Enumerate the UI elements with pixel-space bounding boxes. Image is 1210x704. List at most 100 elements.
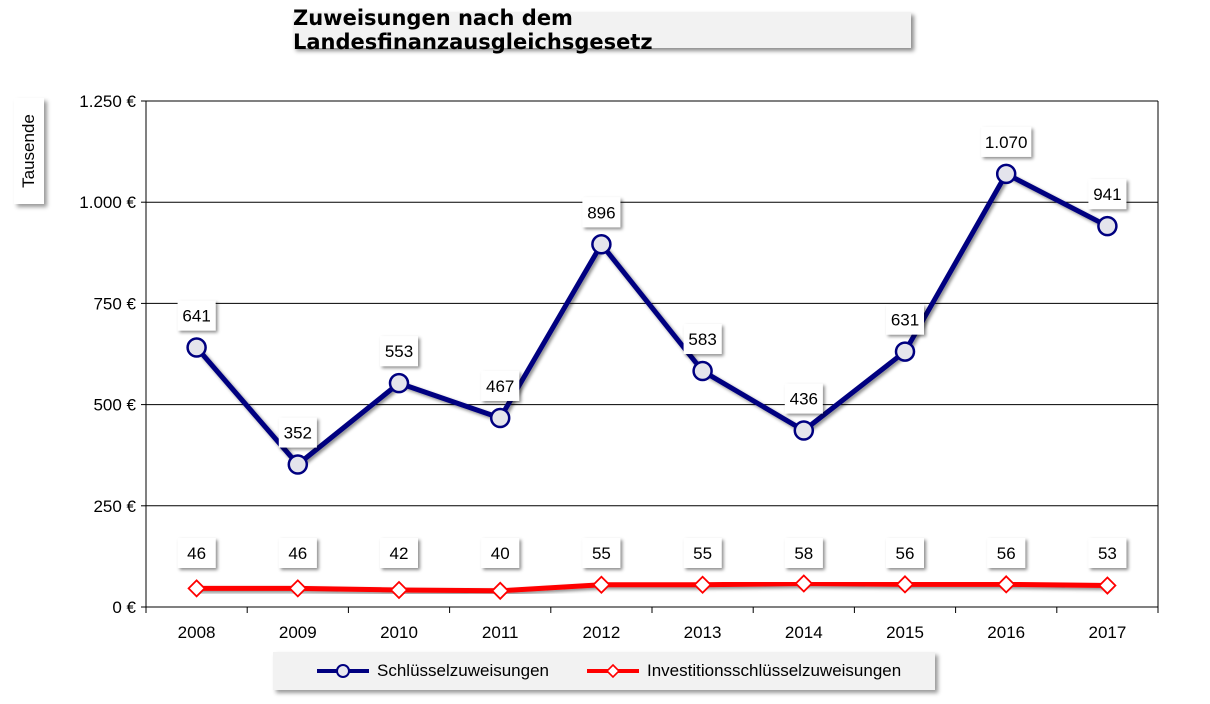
y-tick-label: 1.000 € bbox=[79, 193, 136, 212]
data-label-box bbox=[683, 324, 722, 355]
data-label-investitionsschluesselzuweisungen: 46 bbox=[177, 538, 216, 568]
data-point-schluesselzuweisungen bbox=[692, 360, 713, 382]
data-label-box bbox=[1088, 179, 1127, 210]
x-tick-label: 2014 bbox=[785, 623, 823, 642]
chart-title: Zuweisungen nach dem Landesfinanzausglei… bbox=[293, 6, 911, 54]
data-label-box bbox=[278, 538, 317, 568]
data-label-schluesselzuweisungen: 436 bbox=[784, 383, 823, 414]
data-label-text: 1.070 bbox=[985, 133, 1028, 152]
data-label-text: 56 bbox=[997, 544, 1016, 563]
data-point-investitionsschluesselzuweisungen bbox=[996, 575, 1016, 594]
legend-line-diamond-icon bbox=[587, 663, 639, 679]
data-label-box bbox=[582, 538, 621, 568]
y-axis-title: Tausende bbox=[14, 98, 44, 204]
data-label-schluesselzuweisungen: 631 bbox=[886, 304, 924, 335]
data-label-schluesselzuweisungen: 467 bbox=[481, 370, 520, 401]
data-label-box bbox=[481, 370, 520, 401]
data-point-schluesselzuweisungen bbox=[186, 337, 207, 358]
data-point-schluesselzuweisungen bbox=[591, 234, 612, 255]
data-point-schluesselzuweisungen bbox=[894, 341, 916, 362]
x-tick-label: 2012 bbox=[582, 623, 620, 642]
data-point-schluesselzuweisungen bbox=[388, 372, 410, 394]
data-label-box bbox=[177, 538, 216, 568]
legend-label-investitionsschluesselzuweisungen: Investitionsschlüsselzuweisungen bbox=[647, 661, 902, 680]
x-tick-label: 2013 bbox=[684, 623, 722, 642]
data-label-investitionsschluesselzuweisungen: 55 bbox=[582, 538, 621, 568]
data-label-box bbox=[683, 538, 722, 568]
legend-item-investitionsschluesselzuweisungen: Investitionsschlüsselzuweisungen bbox=[585, 652, 901, 690]
y-tick-label: 750 € bbox=[93, 294, 136, 313]
data-label-investitionsschluesselzuweisungen: 58 bbox=[784, 538, 823, 568]
data-label-text: 583 bbox=[688, 330, 716, 349]
data-label-schluesselzuweisungen: 641 bbox=[177, 300, 216, 331]
data-point-investitionsschluesselzuweisungen bbox=[794, 574, 814, 593]
y-tick-label: 500 € bbox=[93, 396, 136, 415]
legend-label-schluesselzuweisungen: Schlüsselzuweisungen bbox=[377, 661, 549, 680]
legend-line-circle-icon bbox=[317, 664, 369, 678]
data-label-investitionsschluesselzuweisungen: 46 bbox=[278, 538, 317, 568]
data-label-text: 352 bbox=[284, 424, 312, 443]
data-label-text: 58 bbox=[794, 544, 813, 563]
data-point-investitionsschluesselzuweisungen bbox=[592, 575, 611, 595]
data-label-box bbox=[278, 417, 317, 448]
data-point-schluesselzuweisungen bbox=[995, 163, 1017, 185]
data-label-text: 53 bbox=[1098, 544, 1117, 563]
data-point-schluesselzuweisungen bbox=[287, 454, 309, 475]
data-label-box bbox=[784, 538, 823, 568]
data-label-text: 40 bbox=[491, 544, 510, 563]
data-label-text: 641 bbox=[182, 307, 210, 326]
data-label-text: 55 bbox=[693, 544, 712, 563]
y-tick-label: 1.250 € bbox=[79, 92, 136, 111]
data-point-schluesselzuweisungen bbox=[1097, 215, 1118, 237]
data-point-investitionsschluesselzuweisungen bbox=[288, 579, 308, 598]
data-point-investitionsschluesselzuweisungen bbox=[187, 579, 206, 598]
data-point-schluesselzuweisungen bbox=[489, 407, 511, 429]
data-point-investitionsschluesselzuweisungen bbox=[693, 575, 712, 595]
data-point-investitionsschluesselzuweisungen bbox=[490, 581, 510, 601]
data-label-box bbox=[886, 304, 924, 335]
data-label-box bbox=[177, 300, 216, 331]
data-label-box bbox=[886, 538, 924, 568]
data-label-box bbox=[1088, 538, 1127, 568]
x-tick-label: 2017 bbox=[1088, 623, 1126, 642]
data-label-box bbox=[380, 336, 418, 367]
data-label-schluesselzuweisungen: 583 bbox=[683, 324, 722, 355]
x-tick-label: 2008 bbox=[178, 623, 216, 642]
data-label-schluesselzuweisungen: 1.070 bbox=[981, 126, 1032, 157]
data-label-box bbox=[987, 538, 1026, 568]
x-tick-label: 2009 bbox=[279, 623, 317, 642]
data-label-text: 46 bbox=[187, 544, 206, 563]
data-label-text: 896 bbox=[587, 203, 615, 222]
data-point-investitionsschluesselzuweisungen bbox=[1098, 576, 1117, 595]
data-label-text: 55 bbox=[592, 544, 611, 563]
x-tick-label: 2016 bbox=[987, 623, 1025, 642]
x-tick-label: 2011 bbox=[482, 623, 519, 642]
data-label-schluesselzuweisungen: 941 bbox=[1088, 179, 1127, 210]
series-line-investitionsschluesselzuweisungen bbox=[194, 581, 1110, 594]
legend-item-schluesselzuweisungen: Schlüsselzuweisungen bbox=[315, 652, 549, 690]
data-label-box bbox=[981, 126, 1032, 157]
x-tick-label: 2015 bbox=[886, 623, 924, 642]
data-label-investitionsschluesselzuweisungen: 42 bbox=[380, 538, 418, 568]
data-label-investitionsschluesselzuweisungen: 55 bbox=[683, 538, 722, 568]
data-label-text: 436 bbox=[790, 390, 818, 409]
data-label-schluesselzuweisungen: 896 bbox=[582, 197, 621, 228]
data-label-schluesselzuweisungen: 553 bbox=[380, 336, 418, 367]
y-tick-label: 0 € bbox=[112, 598, 136, 617]
data-label-box bbox=[784, 383, 823, 414]
data-label-text: 631 bbox=[891, 311, 919, 330]
data-label-text: 467 bbox=[486, 377, 514, 396]
data-label-investitionsschluesselzuweisungen: 40 bbox=[481, 538, 520, 568]
data-label-text: 46 bbox=[288, 544, 307, 563]
data-label-text: 941 bbox=[1093, 185, 1121, 204]
data-label-box bbox=[380, 538, 418, 568]
series-line-schluesselzuweisungen bbox=[194, 171, 1110, 468]
data-label-box bbox=[481, 538, 520, 568]
data-label-investitionsschluesselzuweisungen: 53 bbox=[1088, 538, 1127, 568]
data-label-investitionsschluesselzuweisungen: 56 bbox=[886, 538, 924, 568]
chart-title-text: Zuweisungen nach dem Landesfinanzausglei… bbox=[293, 6, 653, 54]
y-tick-label: 250 € bbox=[93, 497, 136, 516]
data-label-text: 553 bbox=[385, 342, 413, 361]
data-point-schluesselzuweisungen bbox=[793, 420, 815, 441]
